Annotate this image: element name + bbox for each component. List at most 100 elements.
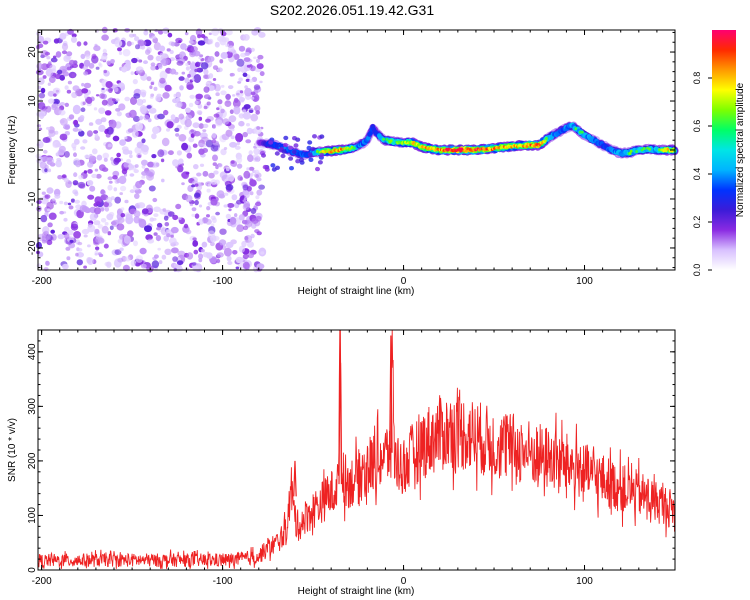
noise-blob [80, 53, 86, 60]
noise-blob [220, 108, 225, 114]
noise-blob [143, 60, 148, 65]
noise-blob [114, 249, 122, 256]
noise-blob [193, 50, 201, 57]
noise-blob [61, 174, 67, 179]
noise-blob [242, 111, 251, 120]
noise-blob [79, 115, 85, 120]
ridge-scatter [306, 145, 312, 151]
noise-blob [159, 45, 166, 52]
noise-blob [153, 232, 158, 236]
noise-blob [101, 87, 105, 91]
snr-ytick-label: 400 [27, 343, 38, 360]
noise-blob [198, 204, 203, 208]
noise-blob [44, 51, 51, 56]
noise-blob [68, 229, 74, 236]
spectrogram-xlabel: Height of straight line (km) [298, 286, 415, 297]
noise-blob [112, 170, 120, 177]
noise-blob [88, 62, 95, 69]
noise-blob [64, 232, 70, 240]
ridge-scatter [310, 146, 316, 152]
noise-blob [247, 154, 254, 162]
noise-blob [236, 224, 245, 232]
noise-blob [207, 183, 211, 187]
noise-blob [259, 80, 263, 84]
noise-blob [232, 99, 241, 108]
ridge-scatter [312, 134, 317, 139]
noise-blob [116, 111, 122, 117]
noise-blob [227, 203, 235, 208]
ridge-scatter [288, 156, 294, 161]
noise-blob [104, 207, 110, 212]
noise-blob [77, 241, 83, 246]
ridge-scatter [274, 151, 280, 156]
ridge-cell [389, 139, 393, 143]
ridge-scatter [317, 160, 323, 165]
noise-blob [221, 133, 230, 140]
ridge-scatter [275, 143, 280, 148]
noise-blob [222, 118, 230, 125]
noise-blob [246, 127, 253, 135]
noise-blob [234, 213, 238, 218]
noise-blob [196, 172, 202, 177]
noise-blob [121, 168, 128, 175]
noise-blob [219, 171, 228, 179]
noise-blob [211, 132, 217, 139]
noise-blob [145, 49, 151, 55]
noise-blob [133, 169, 139, 174]
noise-blob [73, 152, 77, 157]
noise-blob [236, 141, 240, 146]
noise-blob [55, 142, 62, 148]
noise-blob [138, 218, 143, 223]
noise-blob [202, 217, 209, 223]
noise-blob [164, 84, 172, 92]
noise-blob [200, 62, 209, 70]
noise-blob [203, 86, 210, 93]
noise-blob [122, 49, 131, 57]
noise-blob [187, 73, 191, 78]
noise-blob [185, 114, 193, 121]
noise-blob [37, 35, 45, 44]
ridge-cell [352, 146, 356, 150]
noise-blob [198, 142, 204, 147]
noise-blob [198, 253, 204, 260]
noise-blob [136, 70, 140, 74]
noise-blob [246, 64, 251, 68]
noise-blob [64, 85, 69, 90]
ridge-cell [580, 130, 584, 134]
noise-blob [185, 194, 193, 203]
snr-xtick-label: -100 [213, 576, 233, 587]
noise-blob [250, 96, 255, 100]
noise-blob [78, 128, 82, 132]
noise-blob [44, 168, 48, 173]
noise-blob [178, 217, 182, 221]
noise-blob [170, 114, 176, 120]
colorbar-tick-label: 0.6 [692, 120, 702, 133]
noise-blob [196, 67, 200, 71]
noise-blob [193, 130, 201, 137]
noise-blob [107, 143, 113, 148]
noise-blob [166, 48, 171, 52]
noise-blob [194, 183, 199, 187]
snr-xtick-label: 0 [401, 576, 407, 587]
noise-blob [120, 207, 125, 211]
noise-blob [42, 137, 51, 143]
noise-blob [95, 246, 100, 251]
noise-blob [141, 164, 146, 169]
noise-blob [161, 254, 167, 260]
noise-blob [122, 148, 130, 155]
noise-blob [170, 234, 174, 238]
noise-blob [80, 146, 86, 150]
noise-blob [63, 151, 70, 158]
noise-blob [98, 124, 106, 132]
noise-blob [157, 113, 165, 120]
ridge-scatter [280, 153, 286, 159]
noise-blob [73, 231, 81, 239]
noise-blob [185, 62, 189, 67]
snr-xtick-label: 100 [576, 576, 593, 587]
noise-blob [201, 249, 205, 253]
noise-blob [230, 160, 235, 164]
noise-blob [184, 118, 192, 128]
noise-blob [175, 91, 181, 98]
ridge-cell [459, 149, 463, 153]
